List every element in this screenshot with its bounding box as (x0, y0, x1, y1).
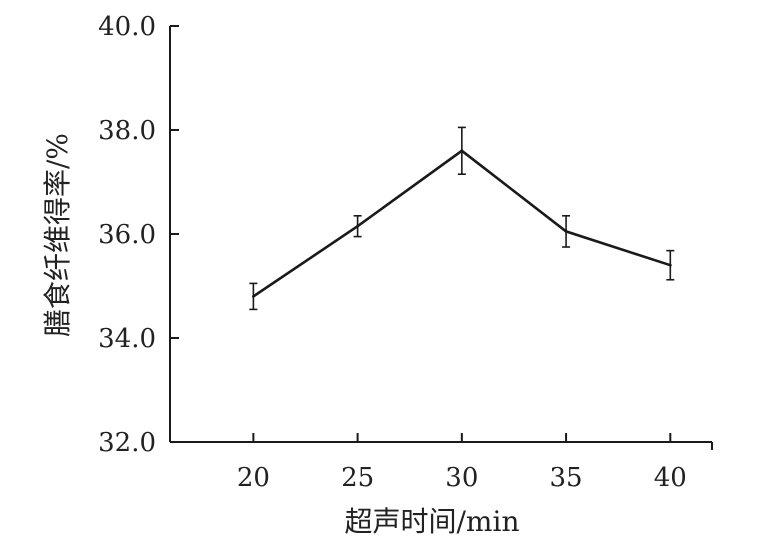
x-tick-label: 20 (237, 463, 270, 493)
tick-labels: 32.0 34.0 36.0 38.0 40.0 20 25 30 35 40 (98, 12, 687, 493)
error-bars (249, 126, 675, 311)
x-axis-title: 超声时间/min (345, 505, 520, 538)
data-point (251, 295, 255, 298)
y-axis-title: 膳食纤维得率/% (41, 133, 74, 337)
data-point (356, 224, 360, 228)
x-tick-label: 30 (445, 463, 478, 493)
y-tick-label: 32.0 (98, 428, 156, 458)
data-point (564, 230, 568, 233)
y-tick-label: 34.0 (98, 324, 156, 354)
data-point (460, 149, 464, 153)
data-point (668, 263, 672, 267)
axes (169, 25, 713, 450)
y-tick-label: 38.0 (98, 116, 156, 146)
series (251, 149, 672, 298)
y-tick-label: 36.0 (98, 220, 156, 250)
x-tick-label: 40 (654, 463, 687, 493)
x-tick-label: 25 (341, 463, 374, 493)
y-tick-label: 40.0 (98, 12, 156, 42)
x-tick-label: 35 (550, 463, 583, 493)
